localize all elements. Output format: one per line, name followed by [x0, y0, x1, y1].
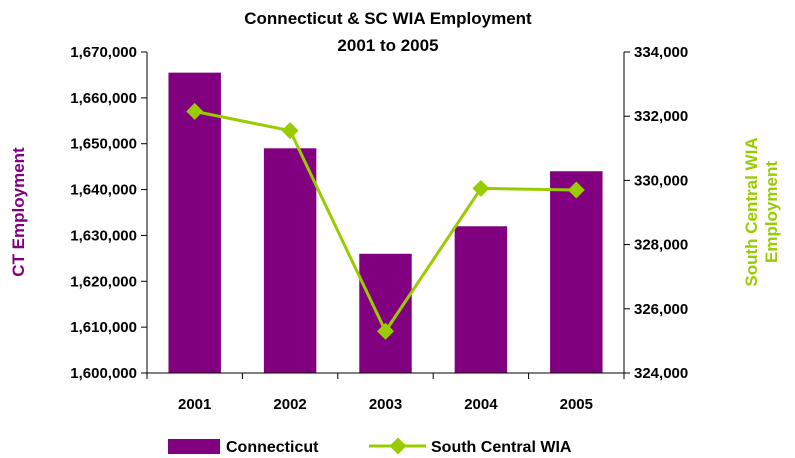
- bar-2003: [359, 253, 412, 373]
- point-south-central-2001: [186, 102, 204, 120]
- legend-marker-south-central: [389, 437, 407, 455]
- right-axis-label-line-2: Employment: [762, 161, 781, 263]
- left-tick-label: 1,650,000: [70, 136, 137, 153]
- x-tick-label: 2004: [464, 396, 498, 413]
- right-tick-label: 328,000: [634, 237, 688, 254]
- x-ticks: 2001 2002 2003 2004 2005: [146, 373, 625, 413]
- point-south-central-2004: [472, 179, 490, 197]
- left-tick-label: 1,670,000: [70, 44, 137, 61]
- left-tick-label: 1,600,000: [70, 365, 137, 382]
- legend-swatch-connecticut: [168, 439, 220, 454]
- chart-title-line-2: 2001 to 2005: [337, 36, 438, 55]
- right-tick-label: 334,000: [634, 44, 688, 61]
- legend-label-connecticut: Connecticut: [226, 439, 319, 456]
- right-ticks: 324,000 326,000 328,000 330,000 332,000 334,0…: [624, 44, 688, 382]
- legend-label-south-central: South Central WIA: [431, 439, 572, 456]
- point-south-central-2005: [567, 181, 585, 199]
- right-tick-label: 330,000: [634, 172, 688, 189]
- right-tick-label: 324,000: [634, 365, 688, 382]
- legend: Connecticut South Central WIA: [168, 437, 572, 456]
- bar-2001: [168, 72, 221, 373]
- x-tick-label: 2005: [560, 396, 593, 413]
- point-south-central-2002: [281, 122, 299, 140]
- left-tick-label: 1,630,000: [70, 227, 137, 244]
- right-axis-label-line-1: South Central WIA: [742, 137, 761, 286]
- line-series-group: [186, 102, 585, 340]
- bar-2004: [454, 226, 508, 373]
- left-axis-label: CT Employment: [9, 147, 28, 277]
- x-tick-label: 2001: [178, 396, 211, 413]
- right-axis-label: South Central WIA Employment: [742, 137, 781, 286]
- left-tick-label: 1,610,000: [70, 319, 137, 336]
- left-ticks: 1,600,000 1,610,000 1,620,000 1,630,000 1,64…: [70, 44, 147, 382]
- left-tick-label: 1,640,000: [70, 182, 137, 199]
- chart-title-line-1: Connecticut & SC WIA Employment: [244, 9, 532, 28]
- bar-2002: [263, 148, 317, 373]
- right-tick-label: 326,000: [634, 301, 688, 318]
- left-tick-label: 1,660,000: [70, 90, 137, 107]
- left-tick-label: 1,620,000: [70, 273, 137, 290]
- point-south-central-2003: [377, 322, 394, 340]
- x-tick-label: 2002: [273, 396, 306, 413]
- right-tick-label: 332,000: [634, 108, 688, 125]
- x-tick-label: 2003: [369, 396, 402, 413]
- bars-group: [168, 72, 603, 373]
- bar-2005: [550, 171, 603, 373]
